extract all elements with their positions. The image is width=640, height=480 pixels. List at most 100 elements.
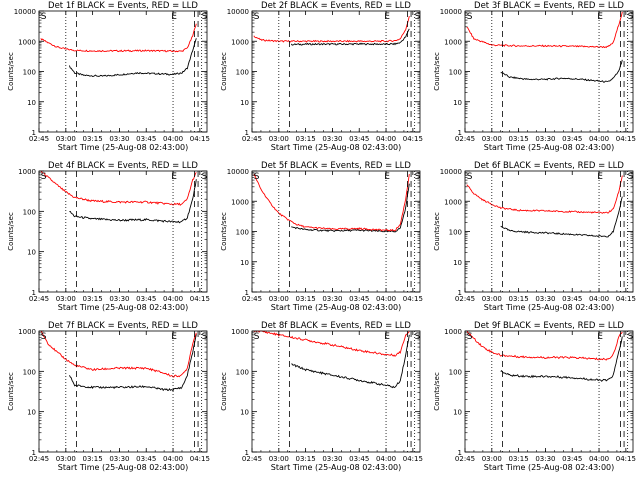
x-tick-label: 03:45 <box>349 455 369 463</box>
x-tick-label: 03:45 <box>562 295 582 303</box>
marker-letter: S <box>467 332 473 342</box>
y-axis-label: Counts/sec <box>433 372 441 411</box>
x-tick-label: 03:45 <box>562 135 582 143</box>
series-line-events <box>69 179 197 224</box>
y-tick-label: 1000 <box>18 328 36 336</box>
y-tick-label: 10 <box>240 409 249 417</box>
plot-frame <box>38 10 208 133</box>
marker-letter: E <box>171 12 177 22</box>
y-tick-label: 100 <box>236 368 249 376</box>
x-tick-label: 04:00 <box>589 135 609 143</box>
series-line-events <box>500 336 623 382</box>
x-tick-label: 03:15 <box>509 455 529 463</box>
panel-title: Det 7f BLACK = Events, RED = LLD <box>48 321 198 331</box>
x-tick-label: 03:45 <box>136 295 156 303</box>
x-tick-label: 04:00 <box>376 455 396 463</box>
y-axis-label: Counts/sec <box>220 372 228 411</box>
series-line-lld <box>466 330 623 361</box>
x-tick-label: 04:00 <box>163 135 183 143</box>
marker-letter: E <box>171 332 177 342</box>
y-tick-label: 100 <box>449 229 462 237</box>
marker-letter: E <box>597 12 603 22</box>
y-tick-label: 1000 <box>18 38 36 46</box>
y-axis-label: Counts/sec <box>7 372 15 411</box>
panel-title: Det 3f BLACK = Events, RED = LLD <box>474 1 624 11</box>
x-tick-label: 03:00 <box>482 295 502 303</box>
x-tick-label: 02:45 <box>455 455 475 463</box>
x-axis-label: Start Time (25-Aug-08 02:43:00) <box>271 143 402 152</box>
x-tick-label: 03:45 <box>349 295 369 303</box>
y-tick-label: 1 <box>245 449 249 457</box>
y-tick-label: 1000 <box>444 328 462 336</box>
panel-title: Det 2f BLACK = Events, RED = LLD <box>261 1 411 11</box>
x-tick-label: 03:00 <box>56 135 76 143</box>
marker-letter: E <box>171 172 177 182</box>
x-tick-label: 04:00 <box>163 295 183 303</box>
y-tick-label: 100 <box>23 69 36 77</box>
y-tick-label: 10000 <box>227 8 249 16</box>
x-tick-label: 02:45 <box>29 135 49 143</box>
series-line-events <box>291 334 410 389</box>
x-tick-label: 03:00 <box>269 295 289 303</box>
series-line-lld <box>466 11 623 49</box>
x-tick-label: 03:45 <box>349 135 369 143</box>
marker-letter: S <box>254 12 260 22</box>
x-tick-label: 03:15 <box>83 295 103 303</box>
plot-frame <box>251 10 421 133</box>
y-tick-label: 1000 <box>444 198 462 206</box>
marker-letter: S <box>467 12 473 22</box>
panel-title: Det 1f BLACK = Events, RED = LLD <box>48 1 198 11</box>
y-tick-label: 1000 <box>231 38 249 46</box>
series-line-lld <box>40 23 197 53</box>
y-tick-label: 1 <box>458 289 462 297</box>
y-tick-label: 10 <box>27 409 36 417</box>
y-tick-label: 1000 <box>18 168 36 176</box>
x-tick-label: 03:00 <box>269 135 289 143</box>
y-axis-label: Counts/sec <box>433 212 441 251</box>
x-axis-label: Start Time (25-Aug-08 02:43:00) <box>484 463 615 472</box>
marker-letter: S <box>41 332 47 342</box>
marker-letter: E <box>597 332 603 342</box>
x-tick-label: 03:30 <box>109 295 129 303</box>
x-tick-label: 04:15 <box>190 455 210 463</box>
x-tick-label: 02:45 <box>242 295 262 303</box>
x-tick-label: 02:45 <box>29 455 49 463</box>
series-line-events <box>68 38 197 78</box>
marker-letter: S <box>202 12 208 22</box>
y-tick-label: 1 <box>32 289 36 297</box>
panel-title: Det 8f BLACK = Events, RED = LLD <box>261 321 411 331</box>
x-tick-label: 04:15 <box>403 135 423 143</box>
x-tick-label: 04:15 <box>616 135 636 143</box>
x-tick-label: 03:30 <box>322 295 342 303</box>
marker-letter: S <box>628 12 634 22</box>
y-tick-label: 10000 <box>440 168 462 176</box>
y-axis-label: Counts/sec <box>7 52 15 91</box>
x-tick-label: 03:15 <box>509 135 529 143</box>
x-axis-label: Start Time (25-Aug-08 02:43:00) <box>271 463 402 472</box>
marker-letter: E <box>597 172 603 182</box>
x-tick-label: 03:30 <box>109 455 129 463</box>
y-tick-label: 10 <box>27 249 36 257</box>
plot-frame <box>251 330 421 453</box>
y-axis-label: Counts/sec <box>220 52 228 91</box>
series-line-lld <box>40 170 197 206</box>
plot-frame <box>38 330 208 453</box>
x-tick-label: 04:15 <box>616 295 636 303</box>
x-tick-label: 03:45 <box>136 135 156 143</box>
y-tick-label: 10000 <box>440 8 462 16</box>
x-tick-label: 03:30 <box>322 455 342 463</box>
y-tick-label: 10 <box>27 99 36 107</box>
y-tick-label: 100 <box>23 368 36 376</box>
marker-letter: E <box>384 172 390 182</box>
x-tick-label: 03:15 <box>296 295 316 303</box>
panel-title: Det 5f BLACK = Events, RED = LLD <box>261 161 411 171</box>
x-tick-label: 04:15 <box>403 455 423 463</box>
x-tick-label: 03:45 <box>136 455 156 463</box>
series-line-events <box>69 334 197 392</box>
